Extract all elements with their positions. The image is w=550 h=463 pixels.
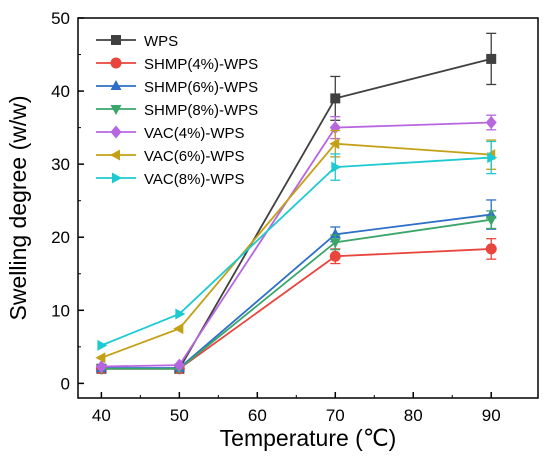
data-point bbox=[486, 53, 497, 64]
legend-item: VAC(6%)-WPS bbox=[96, 148, 245, 165]
legend-item: VAC(4%)-WPS bbox=[96, 125, 245, 142]
y-tick-label: 20 bbox=[51, 228, 70, 247]
series-5 bbox=[95, 129, 497, 364]
x-tick-label: 60 bbox=[248, 406, 267, 425]
legend-marker bbox=[110, 57, 122, 69]
data-point bbox=[485, 215, 497, 226]
legend-item: WPS bbox=[96, 33, 178, 50]
axes-layer: 40 50 60 70 80 90 0 10 20 30 40 50 Temperature (℃) Sw… bbox=[5, 9, 539, 451]
legend-label: SHMP(8%)-WPS bbox=[144, 102, 258, 119]
series-layer bbox=[95, 32, 498, 375]
legend-label: VAC(6%)-WPS bbox=[144, 148, 245, 165]
x-tick-label: 70 bbox=[326, 406, 345, 425]
legend-marker bbox=[110, 105, 122, 115]
legend-label: SHMP(4%)-WPS bbox=[144, 56, 258, 73]
legend-item: SHMP(6%)-WPS bbox=[96, 79, 258, 96]
x-tick-label: 50 bbox=[170, 406, 189, 425]
data-point bbox=[173, 323, 184, 335]
series-3 bbox=[95, 210, 497, 375]
data-point bbox=[97, 339, 108, 351]
data-point bbox=[329, 138, 340, 150]
y-axis-title: Swelling degree (w/w) bbox=[5, 96, 31, 321]
y-tick-label: 40 bbox=[51, 82, 70, 101]
legend-marker bbox=[112, 172, 122, 184]
series-2 bbox=[95, 199, 497, 373]
legend-label: VAC(4%)-WPS bbox=[144, 125, 245, 142]
legend-marker bbox=[110, 125, 122, 139]
legend-marker bbox=[110, 149, 120, 161]
series-line bbox=[101, 156, 492, 347]
series-6 bbox=[97, 140, 498, 351]
data-point bbox=[330, 93, 341, 104]
data-point bbox=[95, 352, 106, 364]
data-point bbox=[329, 228, 341, 239]
data-point bbox=[175, 308, 186, 320]
data-point bbox=[329, 250, 341, 262]
series-line bbox=[101, 218, 492, 370]
legend-marker bbox=[111, 35, 121, 45]
y-tick-label: 0 bbox=[61, 374, 70, 393]
plot-frame bbox=[77, 17, 539, 399]
legend-marker bbox=[110, 80, 122, 90]
legend-label: SHMP(6%)-WPS bbox=[144, 79, 258, 96]
y-tick-label: 50 bbox=[51, 9, 70, 28]
legend: WPS SHMP(4%)-WPS SHMP(6%)-WPS SHMP(8%)-WPS V… bbox=[96, 33, 258, 188]
x-tick-label: 80 bbox=[404, 406, 423, 425]
y-tick-label: 10 bbox=[51, 301, 70, 320]
data-point bbox=[173, 358, 185, 372]
data-point bbox=[485, 116, 497, 129]
y-tick-label: 30 bbox=[51, 155, 70, 174]
data-point bbox=[329, 238, 341, 249]
legend-item: SHMP(8%)-WPS bbox=[96, 102, 258, 119]
x-axis-title: Temperature (℃) bbox=[220, 425, 397, 451]
x-tick-label: 90 bbox=[482, 406, 501, 425]
series-line bbox=[101, 213, 492, 369]
legend-item: SHMP(4%)-WPS bbox=[96, 56, 258, 73]
series-line bbox=[101, 142, 492, 359]
data-point bbox=[487, 152, 498, 164]
data-point bbox=[331, 161, 342, 173]
legend-label: WPS bbox=[144, 33, 178, 50]
legend-item: VAC(8%)-WPS bbox=[96, 171, 245, 188]
data-point bbox=[485, 243, 497, 255]
series-line bbox=[101, 121, 492, 368]
series-1 bbox=[95, 238, 497, 375]
legend-label: VAC(8%)-WPS bbox=[144, 171, 245, 188]
data-point bbox=[95, 360, 107, 374]
x-tick-label: 40 bbox=[92, 406, 111, 425]
